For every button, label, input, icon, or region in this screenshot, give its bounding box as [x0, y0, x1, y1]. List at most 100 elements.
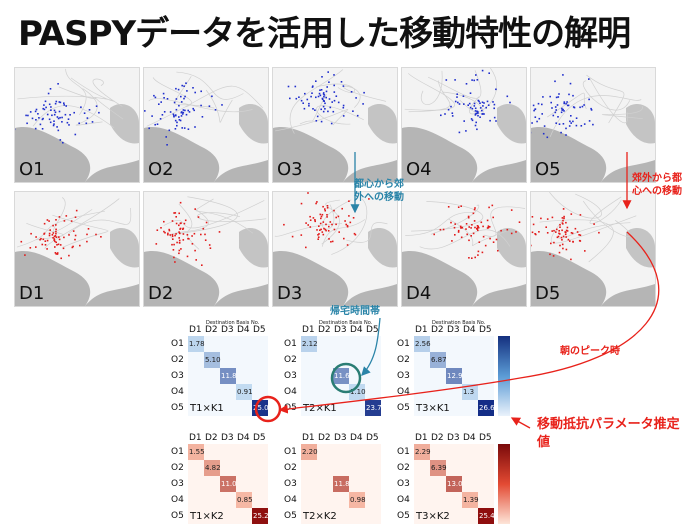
- heatmap-cell-value: 23.7: [366, 404, 382, 412]
- heatmap-label: T1×K1: [190, 403, 224, 414]
- heatmap-cell: [301, 444, 317, 460]
- heatmap-col-label: D1: [302, 433, 315, 443]
- heatmap-color-legend: [498, 444, 510, 524]
- heatmap-t3xk2: [396, 430, 504, 524]
- map-label: O5: [535, 159, 561, 180]
- map-d-5: D5: [530, 191, 656, 307]
- map-label: D5: [535, 283, 561, 304]
- heatmap-row-label: O3: [284, 479, 297, 489]
- heatmap-label: T2×K2: [303, 511, 337, 522]
- heatmap-row-label: O2: [397, 355, 410, 365]
- map-d-4: D4: [401, 191, 527, 307]
- heatmap-cell-value: 6.39: [431, 464, 447, 472]
- map-o-5: O5: [530, 67, 656, 183]
- heatmap-row-label: O4: [284, 495, 297, 505]
- heatmap-cell-value: 0.98: [350, 496, 366, 504]
- map-d-2: D2: [143, 191, 269, 307]
- heatmap-cell: [252, 508, 268, 524]
- heatmap-col-label: D2: [318, 325, 331, 335]
- heatmap-cell-value: 25.0: [253, 404, 269, 412]
- heatmap-label: T3×K2: [416, 511, 450, 522]
- heatmap-t2xk2: [283, 430, 391, 524]
- map-label: O3: [277, 159, 303, 180]
- heatmap-cell-value: 1.55: [189, 448, 205, 456]
- heatmap-cell: [204, 352, 220, 368]
- heatmap-row-label: O4: [284, 387, 297, 397]
- heatmap-cell-value: 11.0: [221, 480, 237, 488]
- heatmap-col-label: D1: [415, 325, 428, 335]
- heatmap-col-label: D4: [350, 325, 363, 335]
- heatmap-cell-value: 25.2: [253, 512, 269, 520]
- heatmap-t1xk1: [170, 322, 278, 416]
- heatmap-cell-value: 0.91: [237, 388, 253, 396]
- heatmap-cell: [430, 460, 446, 476]
- map-o-4: O4: [401, 67, 527, 183]
- page-title: PASPYデータを活用した移動特性の解明: [18, 14, 631, 54]
- heatmap-col-label: D2: [205, 433, 218, 443]
- heatmap-cell: [204, 460, 220, 476]
- heatmap-label: T1×K2: [190, 511, 224, 522]
- heatmap-cell-value: 11.8: [334, 480, 350, 488]
- heatmap-row-label: O2: [284, 355, 297, 365]
- heatmap-cell: [236, 384, 252, 400]
- heatmap-cell-value: 2.12: [302, 340, 318, 348]
- heatmap-cell-value: 1.78: [189, 340, 205, 348]
- heatmap-row-label: O3: [171, 371, 184, 381]
- heatmap-col-label: D5: [479, 433, 492, 443]
- heatmap-col-label: D2: [205, 325, 218, 335]
- heatmap-cell: [478, 508, 494, 524]
- heatmap-x-title: Destination Basis No.: [206, 320, 260, 326]
- heatmap-cell-value: 0.85: [237, 496, 253, 504]
- annotation-estimation: 移動抵抗パラメータ推定値: [537, 417, 680, 450]
- heatmap-t2xk1: [283, 322, 391, 416]
- map-o-3: O3: [272, 67, 398, 183]
- heatmap-col-label: D3: [221, 433, 234, 443]
- heatmap-cell: [220, 368, 236, 384]
- heatmap-row-label: O1: [171, 339, 184, 349]
- map-label: D1: [19, 283, 45, 304]
- heatmap-t3xk1: [396, 322, 504, 416]
- heatmap-cell: [188, 336, 204, 352]
- heatmap-cell-value: 1.3: [463, 388, 475, 396]
- heatmap-col-label: D2: [431, 433, 444, 443]
- map-label: D2: [148, 283, 174, 304]
- heatmap-col-label: D1: [302, 325, 315, 335]
- map-label: D3: [277, 283, 303, 304]
- heatmap-row-label: O3: [284, 371, 297, 381]
- heatmap-cell-value: 6.87: [431, 356, 447, 364]
- heatmap-row-label: O4: [171, 387, 184, 397]
- heatmap-cell-value: 2.29: [415, 448, 431, 456]
- heatmap-cell: [333, 476, 349, 492]
- heatmap-col-label: D3: [334, 325, 347, 335]
- heatmap-cell-value: 1.39: [463, 496, 479, 504]
- map-label: O1: [19, 159, 45, 180]
- heatmap-cell-value: 11.8: [221, 372, 237, 380]
- heatmap-row-label: O1: [284, 447, 297, 457]
- map-label: O2: [148, 159, 174, 180]
- heatmap-cell-value: 2.20: [302, 448, 318, 456]
- heatmap-col-label: D4: [237, 433, 250, 443]
- heatmap-col-label: D3: [221, 325, 234, 335]
- heatmap-cell-value: 2.56: [415, 340, 431, 348]
- heatmap-cell-value: 12.9: [447, 372, 463, 380]
- heatmap-row-label: O4: [171, 495, 184, 505]
- heatmap-col-label: D4: [237, 325, 250, 335]
- heatmap-col-label: D5: [366, 325, 379, 335]
- heatmap-cell: [188, 444, 204, 460]
- heatmap-cell-value: 4.82: [205, 464, 221, 472]
- heatmap-row-label: O2: [397, 463, 410, 473]
- annotation-urban-to-suburb: 都心から郊外への移動: [354, 179, 404, 203]
- heatmap-row-label: O2: [171, 355, 184, 365]
- heatmap-row-label: O5: [284, 403, 297, 413]
- heatmap-col-label: D4: [463, 433, 476, 443]
- heatmap-cell-value: 13.0: [447, 480, 463, 488]
- heatmap-row-label: O1: [397, 339, 410, 349]
- heatmap-cell-value: 25.4: [479, 512, 495, 520]
- heatmap-col-label: D1: [415, 433, 428, 443]
- heatmap-label: T2×K1: [303, 403, 337, 414]
- heatmap-cell: [446, 476, 462, 492]
- heatmap-row-label: O5: [397, 403, 410, 413]
- heatmap-row-label: O2: [171, 463, 184, 473]
- heatmap-row-label: O4: [397, 495, 410, 505]
- annotation-morning-peak: 朝のピーク時: [560, 346, 620, 357]
